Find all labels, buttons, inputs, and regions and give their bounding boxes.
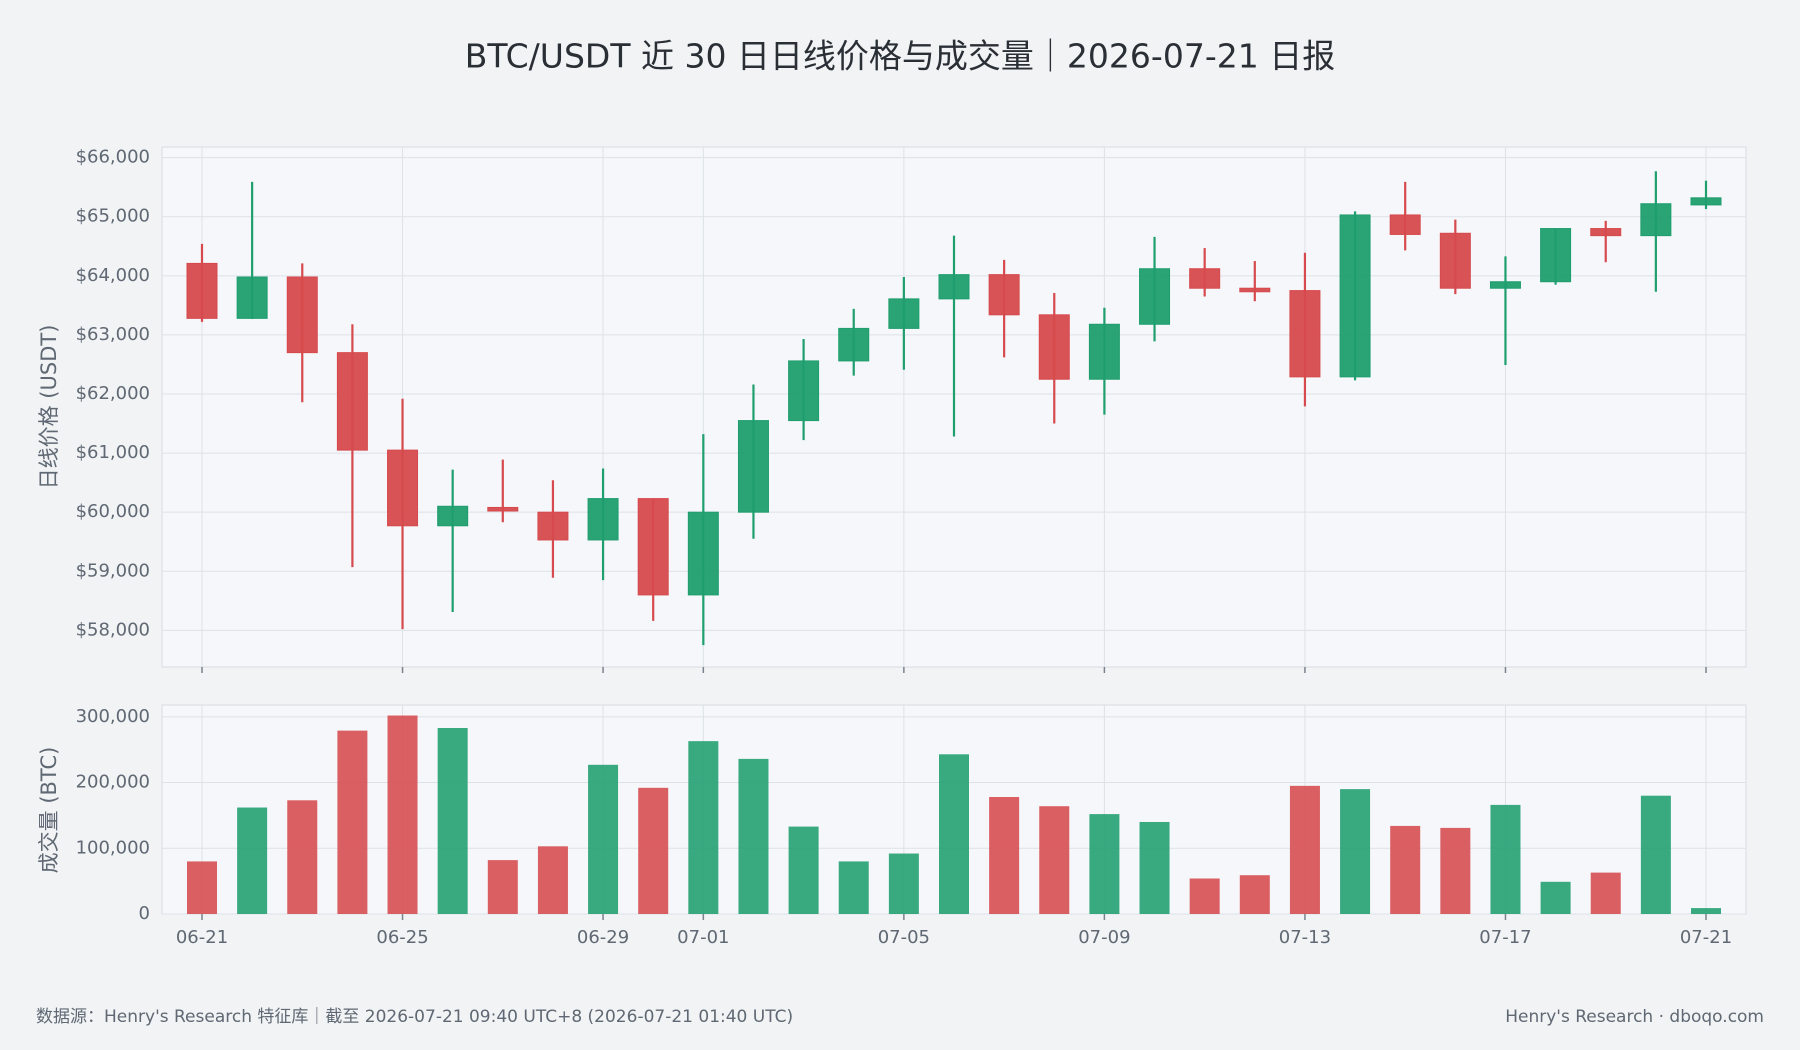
candle-body (788, 360, 820, 422)
volume-bar (1640, 795, 1671, 914)
candle-body (988, 274, 1020, 316)
volume-bar (1289, 785, 1320, 914)
volume-bar (1139, 821, 1170, 914)
y-tick-label: 0 (139, 903, 150, 924)
candle-body (537, 511, 569, 541)
candle-body (1439, 232, 1471, 289)
volume-bar (1089, 814, 1120, 914)
candle-body (687, 511, 719, 596)
candle-body (437, 505, 469, 527)
candle-body (1389, 214, 1421, 235)
x-tick-label: 07-05 (878, 927, 930, 948)
x-tick-label: 07-01 (677, 927, 729, 948)
volume-bar (939, 754, 969, 914)
x-tick-label: 06-29 (577, 927, 629, 948)
candle-body (487, 506, 519, 512)
candle-body (186, 262, 218, 319)
volume-bar (1490, 804, 1521, 914)
volume-bar (437, 728, 468, 914)
y-tick-label: $60,000 (76, 501, 150, 522)
volume-bar (838, 861, 869, 914)
volume-bar (788, 826, 819, 914)
volume-bar (337, 730, 368, 914)
x-tick-label: 07-09 (1078, 927, 1130, 948)
volume-bar (1239, 875, 1270, 914)
volume-bar (487, 860, 518, 914)
candle-body (737, 420, 769, 513)
y-axis-label: 日线价格 (USDT) (37, 325, 61, 490)
chart-title: BTC/USDT 近 30 日日线价格与成交量｜2026-07-21 日报 (465, 37, 1335, 76)
y-tick-label: $61,000 (76, 442, 150, 463)
candle-body (236, 276, 268, 319)
candle-body (1590, 228, 1622, 237)
candle-body (637, 498, 669, 596)
volume-bar (688, 741, 719, 914)
y-tick-label: $66,000 (76, 147, 150, 168)
volume-bar (387, 715, 418, 914)
volume-bar (187, 861, 217, 914)
volume-bar (287, 800, 318, 914)
candle-body (1489, 281, 1521, 289)
footer-source: 数据源：Henry's Research 特征库｜截至 2026-07-21 0… (36, 1007, 793, 1027)
volume-bar (588, 764, 619, 914)
candle-body (1239, 287, 1271, 293)
candle-body (587, 498, 619, 541)
volume-bar (1540, 881, 1571, 914)
x-tick-label: 07-13 (1279, 927, 1331, 948)
volume-bar (989, 797, 1020, 914)
candle-body (838, 327, 870, 362)
volume-bar (237, 807, 268, 914)
y-tick-label: $58,000 (76, 619, 150, 640)
volume-bar (1189, 878, 1220, 914)
candle-body (1189, 268, 1221, 289)
candle-body (1289, 290, 1321, 378)
volume-bar (1691, 908, 1721, 914)
candle-body (387, 449, 419, 527)
y-tick-label: $64,000 (76, 265, 150, 286)
footer-credit: Henry's Research · dboqo.com (1505, 1007, 1764, 1027)
y-tick-label: 300,000 (76, 706, 150, 727)
volume-bar (638, 787, 669, 914)
candle-body (1540, 228, 1572, 283)
volume-bar (888, 853, 919, 914)
volume-bar (1340, 789, 1371, 914)
x-tick-label: 06-21 (176, 927, 228, 948)
candle-body (1038, 314, 1070, 380)
candle-body (1690, 197, 1722, 206)
y-tick-label: 200,000 (76, 772, 150, 793)
volume-bar (1590, 872, 1621, 914)
candle-body (286, 276, 318, 354)
y-tick-label: $62,000 (76, 383, 150, 404)
candle-body (1139, 268, 1171, 325)
volume-bar (738, 758, 769, 914)
y-axis-label: 成交量 (BTC) (37, 747, 61, 874)
candle-body (888, 298, 920, 329)
y-tick-label: 100,000 (76, 837, 150, 858)
candle-body (1640, 203, 1672, 237)
candle-body (336, 352, 368, 451)
volume-bar (1440, 827, 1471, 914)
candle-body (938, 274, 970, 300)
x-tick-label: 07-17 (1479, 927, 1531, 948)
volume-bar (537, 846, 568, 914)
volume-bar (1039, 806, 1070, 914)
candle-body (1339, 214, 1371, 378)
y-tick-label: $63,000 (76, 324, 150, 345)
y-tick-label: $59,000 (76, 560, 150, 581)
candle-body (1088, 323, 1120, 380)
y-tick-label: $65,000 (76, 206, 150, 227)
x-tick-label: 07-21 (1680, 927, 1732, 948)
volume-bar (1390, 825, 1421, 914)
x-tick-label: 06-25 (376, 927, 428, 948)
